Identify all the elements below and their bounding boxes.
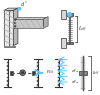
Bar — [66, 13, 73, 16]
Bar — [61, 38, 66, 48]
Polygon shape — [4, 10, 13, 46]
Bar — [37, 73, 38, 74]
Bar — [58, 62, 59, 63]
Bar — [4, 10, 15, 11]
Polygon shape — [4, 8, 18, 10]
Bar — [37, 80, 38, 82]
Bar — [7, 80, 8, 82]
Bar — [58, 80, 59, 82]
Text: $\ell_{eff}$: $\ell_{eff}$ — [92, 69, 100, 77]
Bar — [61, 10, 66, 19]
Bar — [7, 84, 8, 86]
Bar — [32, 71, 35, 75]
Bar — [37, 62, 38, 63]
Circle shape — [14, 19, 16, 21]
Polygon shape — [13, 19, 43, 28]
Bar — [79, 71, 87, 75]
Text: $\ell_{eff}$: $\ell_{eff}$ — [78, 24, 87, 33]
Bar — [37, 69, 38, 71]
Bar — [37, 84, 38, 86]
Polygon shape — [13, 8, 18, 46]
Bar — [58, 84, 59, 86]
Bar — [10, 71, 13, 75]
Text: $\sigma F_{Rk}$: $\sigma F_{Rk}$ — [71, 78, 80, 86]
Bar — [66, 42, 73, 44]
Circle shape — [21, 71, 24, 74]
Bar — [37, 77, 38, 78]
Bar — [58, 73, 59, 74]
Bar — [58, 65, 59, 67]
Bar — [58, 77, 59, 78]
Polygon shape — [13, 24, 48, 26]
Polygon shape — [43, 17, 48, 28]
Bar — [7, 62, 8, 63]
Bar — [7, 65, 8, 67]
Circle shape — [14, 22, 16, 24]
Text: $\sigma F_{Rk}$: $\sigma F_{Rk}$ — [71, 67, 80, 75]
Bar — [7, 69, 8, 71]
Text: $F_{Ed}$: $F_{Ed}$ — [46, 69, 54, 76]
Bar — [58, 69, 59, 71]
Bar — [37, 65, 38, 67]
Circle shape — [14, 25, 16, 27]
Bar — [7, 77, 8, 78]
Text: $d^*$: $d^*$ — [20, 0, 28, 9]
Polygon shape — [13, 17, 48, 20]
Circle shape — [20, 70, 26, 76]
Bar — [7, 73, 8, 74]
Bar — [4, 46, 15, 47]
